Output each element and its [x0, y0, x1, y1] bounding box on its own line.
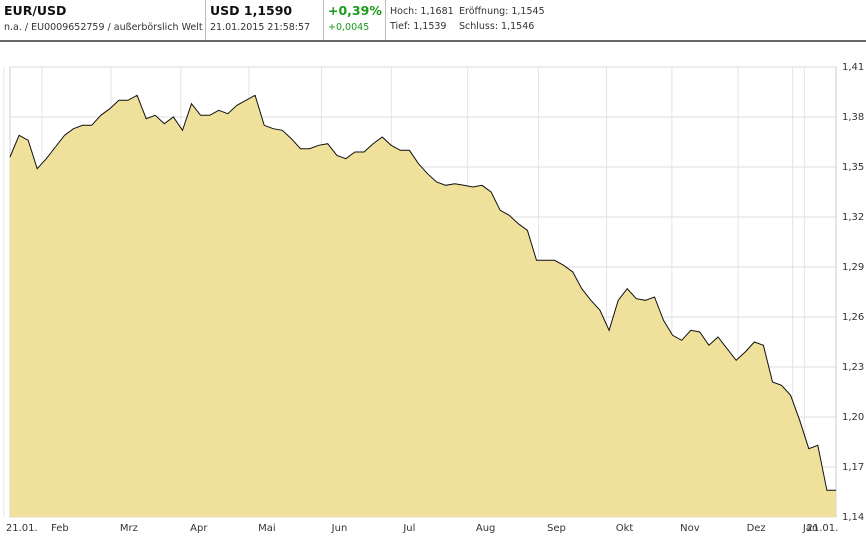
- x-tick-label: Apr: [190, 523, 208, 534]
- x-tick-label: Feb: [51, 523, 69, 534]
- change-absolute: +0,0045: [328, 22, 370, 33]
- y-tick-label: 1,14: [842, 512, 864, 523]
- y-tick-label: 1,26: [842, 312, 864, 323]
- chart: 1,14 1,17 1,20 1,23 1,26 1,29 1,32 1,35 1,38 1,41…: [3, 62, 864, 534]
- y-tick-label: 1,20: [842, 412, 864, 423]
- timestamp: 21.01.2015 21:58:57: [210, 22, 311, 33]
- instrument-box: EUR/USD n.a. / EU0009652759 / außerbörsl…: [0, 0, 206, 40]
- y-tick-label: 1,38: [842, 112, 864, 123]
- y-tick-label: 1,35: [842, 162, 864, 173]
- high: Hoch: 1,1681: [390, 6, 454, 17]
- x-tick-label: Dez: [747, 523, 766, 534]
- x-tick-label: Jun: [331, 523, 348, 534]
- y-tick-label: 1,17: [842, 462, 864, 473]
- change-percent: +0,39%: [328, 3, 382, 18]
- x-tick-label: Mai: [258, 523, 276, 534]
- x-tick-label: Okt: [616, 523, 634, 534]
- x-tick-label: Mrz: [120, 523, 138, 534]
- price: USD 1,1590: [210, 3, 293, 18]
- area: [10, 95, 836, 518]
- line: [9, 94, 836, 491]
- x-tick-label: Jan: [802, 523, 818, 534]
- open: Eröffnung: 1,1545: [459, 6, 545, 17]
- y-tick-label: 1,29: [842, 262, 864, 273]
- change-box: +0,39% +0,0045: [324, 0, 386, 40]
- x-tick-label: 21.01.: [6, 523, 38, 534]
- quote-header: EUR/USD n.a. / EU0009652759 / außerbörsl…: [0, 0, 866, 42]
- y-tick-label: 1,41: [842, 62, 864, 73]
- x-tick-label: Aug: [476, 523, 496, 534]
- x-tick-label: Sep: [547, 523, 566, 534]
- instrument-details: n.a. / EU0009652759 / außerbörslich Welt: [4, 22, 203, 33]
- x-tick-label: Nov: [680, 523, 700, 534]
- price-box: USD 1,1590 21.01.2015 21:58:57: [206, 0, 324, 40]
- instrument: EUR/USD: [4, 3, 67, 18]
- close: Schluss: 1,1546: [459, 21, 535, 32]
- y-tick-label: 1,23: [842, 362, 864, 373]
- y-tick-label: 1,32: [842, 212, 864, 223]
- low: Tief: 1,1539: [390, 21, 447, 32]
- x-tick-label: Jul: [402, 523, 415, 534]
- x-tick-label: 21.01.: [806, 523, 838, 534]
